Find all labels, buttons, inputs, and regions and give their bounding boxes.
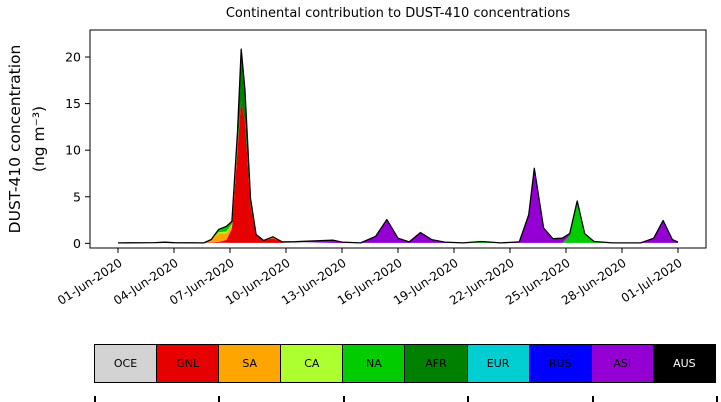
legend-item-oce: OCE — [95, 345, 157, 382]
y-tick-label: 0 — [73, 236, 81, 251]
axes: 0510152001-Jun-202004-Jun-202007-Jun-202… — [55, 29, 707, 308]
area-eur — [118, 49, 678, 243]
legend-item-aus: AUS — [652, 345, 715, 382]
chart-svg: Continental contribution to DUST-410 con… — [6, 6, 707, 308]
legend-item-sa: SA — [218, 345, 281, 382]
total-outline — [117, 48, 679, 244]
area-na — [118, 100, 678, 243]
partial-second-legend — [0, 396, 721, 402]
partial-row-divider — [591, 396, 594, 402]
area-afr — [118, 49, 678, 243]
legend-item-rus: RUS — [528, 345, 591, 382]
stacked-area-plot — [117, 48, 679, 244]
area-rus — [118, 49, 678, 243]
legend-item-na: NA — [342, 345, 405, 382]
legend-item-eur: EUR — [466, 345, 529, 382]
partial-row-divider — [716, 396, 718, 402]
partial-row-divider — [94, 396, 96, 402]
y-axis-label-line1: DUST-410 concentration — [6, 45, 24, 234]
legend: OCE GNL SA CA NA AFR EUR RUS ASI AUS — [94, 344, 716, 383]
area-ca — [118, 100, 678, 243]
legend-item-asi: ASI — [590, 345, 653, 382]
partial-row-divider — [467, 396, 470, 402]
partial-row-divider — [342, 396, 345, 402]
y-tick-label: 10 — [65, 143, 81, 158]
y-tick-label: 20 — [65, 50, 81, 65]
area-sa — [118, 100, 678, 243]
area-gnl — [118, 100, 678, 243]
partial-row-divider — [218, 396, 221, 402]
area-asi — [118, 49, 678, 243]
legend-item-ca: CA — [280, 345, 343, 382]
y-tick-label: 5 — [73, 189, 81, 204]
area-aus — [118, 49, 678, 243]
legend-item-afr: AFR — [404, 345, 467, 382]
legend-item-gnl: GNL — [156, 345, 219, 382]
y-tick-label: 15 — [65, 96, 81, 111]
y-axis-label-line2: (ng m⁻³) — [30, 106, 48, 172]
x-tick-label: 01-Jul-2020 — [619, 256, 685, 306]
plot-frame — [89, 29, 707, 249]
chart-area: Continental contribution to DUST-410 con… — [6, 6, 707, 308]
chart-title: Continental contribution to DUST-410 con… — [226, 6, 571, 21]
